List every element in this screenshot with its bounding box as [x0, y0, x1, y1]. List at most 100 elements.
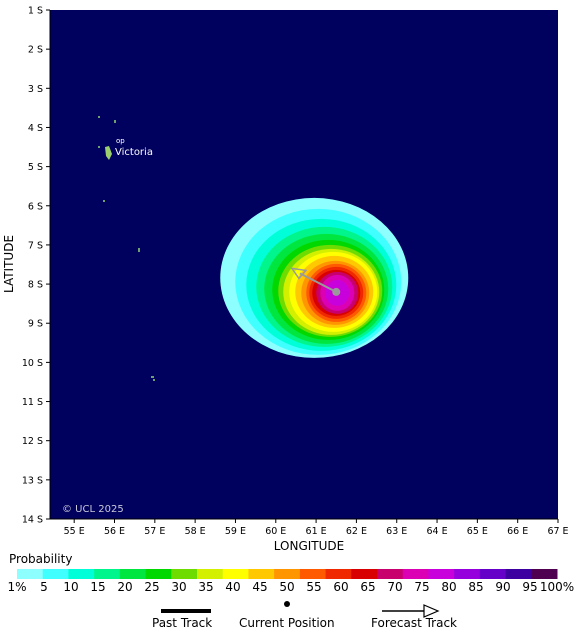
probability-label: 10	[63, 580, 78, 594]
probability-label: 60	[333, 580, 348, 594]
probability-colorbar	[17, 569, 558, 579]
lat-tick-label: 10 S	[22, 358, 43, 369]
lat-tick-label: 3 S	[28, 84, 43, 95]
lat-tick-label: 11 S	[22, 397, 43, 408]
current-position-label: Current Position	[239, 616, 335, 630]
lat-tick-label: 8 S	[28, 280, 43, 291]
colorbar-swatch	[274, 569, 301, 579]
lon-tick-label: 64 E	[426, 526, 447, 537]
islands	[98, 116, 155, 381]
island	[98, 116, 100, 118]
probability-label: 25	[144, 580, 159, 594]
lat-tick-label: 1 S	[28, 6, 43, 17]
lon-tick-label: 59 E	[225, 526, 246, 537]
lon-tick-label: 63 E	[386, 526, 407, 537]
lat-tick-label: 9 S	[28, 319, 43, 330]
track-key-symbols	[161, 601, 440, 618]
lat-tick-label: 6 S	[28, 201, 43, 212]
probability-label: 5	[40, 580, 48, 594]
past-track-label: Past Track	[152, 616, 213, 630]
island	[98, 146, 100, 148]
colorbar-swatch	[505, 569, 532, 579]
colorbar-swatch	[68, 569, 95, 579]
lat-tick-label: 14 S	[22, 515, 43, 526]
lon-tick-label: 67 E	[547, 526, 568, 537]
forecast-track-label: Forecast Track	[371, 616, 457, 630]
lon-tick-label: 58 E	[185, 526, 206, 537]
island	[103, 200, 105, 202]
island	[138, 248, 140, 252]
probability-label: 40	[225, 580, 240, 594]
probability-label: 35	[198, 580, 213, 594]
lat-tick-label: 7 S	[28, 240, 43, 251]
lat-tick-label: 4 S	[28, 123, 43, 134]
lon-tick-label: 61 E	[306, 526, 327, 537]
latitude-ticks: 1 S 2 S 3 S 4 S 5 S 6 S 7 S 8 S 9 S 10 S 11 S 12 S 1…	[22, 6, 50, 526]
colorbar-swatch	[351, 569, 378, 579]
probability-label: 100%	[540, 580, 574, 594]
lat-tick-label: 12 S	[22, 436, 43, 447]
probability-label: 70	[387, 580, 402, 594]
lat-tick-label: 2 S	[28, 45, 43, 56]
colorbar-swatch	[402, 569, 429, 579]
island	[151, 376, 154, 378]
colorbar-swatch	[145, 569, 172, 579]
probability-label: 45	[252, 580, 267, 594]
current-position-symbol	[284, 601, 290, 607]
colorbar-swatch	[299, 569, 327, 579]
current-position-marker	[332, 287, 341, 296]
colorbar-swatch	[428, 569, 455, 579]
lon-tick-label: 66 E	[507, 526, 528, 537]
copyright-label: © UCL 2025	[62, 504, 124, 515]
probability-label: 50	[279, 580, 294, 594]
probability-label: 1%	[7, 580, 26, 594]
y-axis-title: LATITUDE	[2, 235, 16, 293]
legend-title: Probability	[9, 552, 73, 566]
probability-field	[220, 197, 409, 358]
forecast-track-arrowhead	[290, 267, 308, 280]
colorbar-swatch	[479, 569, 507, 579]
probability-label: 30	[171, 580, 186, 594]
lon-tick-label: 57 E	[144, 526, 165, 537]
lon-tick-label: 65 E	[467, 526, 488, 537]
forecast-track-line	[299, 272, 337, 293]
forecast-track	[290, 267, 341, 296]
longitude-ticks: 55 E 56 E 57 E 58 E 59 E 60 E 61 E 62 E 63 E 64 E…	[64, 519, 569, 537]
colorbar-swatch	[42, 569, 69, 579]
probability-label: 75	[414, 580, 429, 594]
probability-label: 95	[522, 580, 537, 594]
probability-label: 55	[306, 580, 321, 594]
place-labels: Victoria op	[115, 137, 153, 158]
island	[153, 379, 155, 381]
island	[114, 120, 116, 123]
colorbar-swatch	[531, 569, 558, 579]
probability-label: 85	[468, 580, 483, 594]
colorbar-swatch	[197, 569, 224, 579]
lon-tick-label: 60 E	[265, 526, 286, 537]
colorbar-swatch	[377, 569, 404, 579]
probability-label: 90	[495, 580, 510, 594]
place-label-op: op	[116, 137, 125, 145]
colorbar-swatch	[454, 569, 481, 579]
forecast-track-arrow-symbol	[423, 604, 440, 618]
colorbar-swatch	[325, 569, 352, 579]
colorbar-swatch	[222, 569, 249, 579]
map-axes	[49, 10, 558, 520]
lon-tick-label: 56 E	[104, 526, 125, 537]
island-mahe	[105, 146, 112, 160]
lat-tick-label: 13 S	[22, 475, 43, 486]
colorbar-swatch	[119, 569, 147, 579]
probability-label: 20	[117, 580, 132, 594]
probability-label: 65	[360, 580, 375, 594]
place-label-victoria: Victoria	[115, 147, 153, 158]
track-key: Past Track Current Position Forecast Tra…	[0, 603, 580, 639]
lon-tick-label: 62 E	[346, 526, 367, 537]
probability-labels: 1% 5 10 15 20 25 30 35 40 45 50 55 60 65 70 75 80 85 90 95 1…	[7, 580, 574, 594]
lat-tick-label: 5 S	[28, 162, 43, 173]
colorbar-swatch	[171, 569, 198, 579]
colorbar-swatch	[248, 569, 275, 579]
x-axis-title: LONGITUDE	[274, 539, 344, 553]
probability-label: 80	[441, 580, 456, 594]
